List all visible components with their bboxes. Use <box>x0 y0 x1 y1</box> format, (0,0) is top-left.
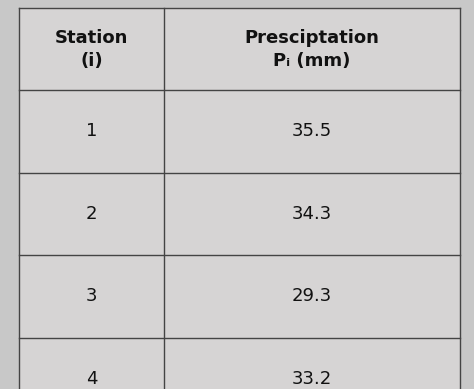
Text: 1: 1 <box>86 123 97 140</box>
Text: Station: Station <box>55 29 128 47</box>
Text: 2: 2 <box>86 205 98 223</box>
Text: 3: 3 <box>86 287 98 305</box>
Text: 29.3: 29.3 <box>292 287 332 305</box>
Text: 4: 4 <box>86 370 98 388</box>
Text: 35.5: 35.5 <box>292 123 332 140</box>
Text: Pᵢ (mm): Pᵢ (mm) <box>273 53 351 70</box>
Text: 33.2: 33.2 <box>292 370 332 388</box>
Text: 34.3: 34.3 <box>292 205 332 223</box>
Text: (i): (i) <box>81 53 103 70</box>
Text: Presciptation: Presciptation <box>245 29 380 47</box>
